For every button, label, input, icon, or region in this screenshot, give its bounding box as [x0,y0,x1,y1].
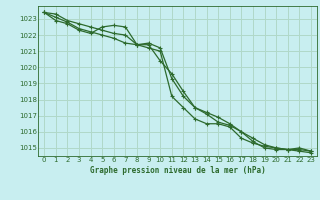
X-axis label: Graphe pression niveau de la mer (hPa): Graphe pression niveau de la mer (hPa) [90,166,266,175]
